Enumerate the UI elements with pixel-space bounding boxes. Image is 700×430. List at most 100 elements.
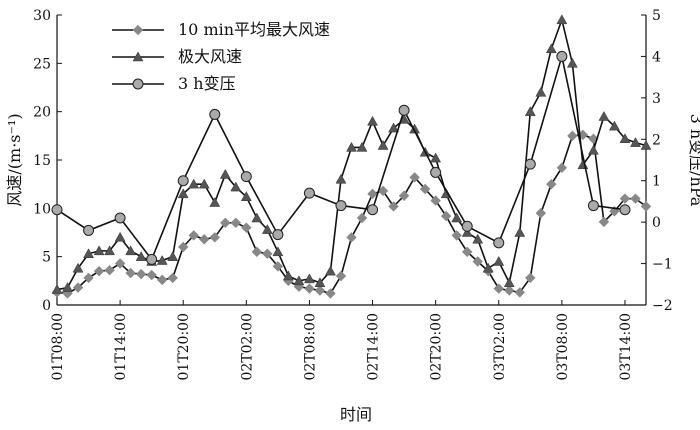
- gust-point: [219, 168, 231, 179]
- gust-point: [461, 226, 473, 237]
- y-right-tick-label: 1: [652, 174, 661, 190]
- gust-point: [503, 277, 515, 288]
- gust-point: [209, 197, 221, 207]
- gust-point: [198, 178, 210, 189]
- mean-wind-point: [241, 222, 252, 233]
- x-tick-label: 02T08:00: [302, 313, 318, 381]
- mean-wind-point: [135, 268, 147, 280]
- legend-marker-2: [132, 78, 144, 90]
- x-tick-label: 02T20:00: [429, 313, 445, 381]
- mean-wind-point: [630, 193, 641, 204]
- gust-point: [188, 178, 200, 189]
- legend-label-gust: 极大风速: [178, 47, 242, 66]
- gust-point: [514, 226, 526, 237]
- legend-label-pressure-change: 3 h变压: [178, 74, 236, 93]
- x-tick-label: 02T02:00: [239, 313, 255, 381]
- mean-wind-point: [356, 212, 368, 224]
- mean-wind-point: [156, 274, 168, 286]
- gust-point: [282, 270, 294, 281]
- mean-wind-point: [346, 232, 357, 243]
- mean-wind-point: [167, 272, 178, 284]
- gust-point: [72, 262, 84, 273]
- pressure-change-point: [335, 200, 347, 212]
- gust-point: [640, 139, 652, 150]
- pressure-change-point: [177, 175, 189, 187]
- gust-point: [630, 137, 641, 147]
- mean-wind-point: [398, 190, 410, 201]
- gust-point: [377, 139, 389, 150]
- gust-point: [556, 14, 568, 25]
- mean-wind-point: [567, 130, 578, 142]
- mean-wind-point: [367, 188, 378, 200]
- mean-wind-point: [440, 210, 452, 222]
- mean-wind-point: [314, 285, 326, 296]
- legend-marker-1: [132, 51, 144, 62]
- mean-wind-point: [493, 283, 504, 294]
- pressure-change-point: [146, 253, 158, 265]
- gust-point: [388, 122, 399, 133]
- pressure-change-point: [240, 171, 252, 183]
- mean-wind-line: [56, 134, 647, 295]
- mean-wind-point: [83, 272, 94, 284]
- series-group: [51, 14, 652, 299]
- mean-wind-point: [72, 282, 84, 293]
- pressure-change-point: [430, 166, 442, 178]
- gust-point: [598, 110, 610, 121]
- mean-wind-point: [230, 217, 242, 229]
- ticks-group: 0 5 10 15 20 25 30 −2 −1 0 1 2 3 4 5 01T08:00 01T14:00 01…: [33, 8, 672, 381]
- y-left-tick-label: 20: [33, 105, 51, 121]
- mean-wind-point: [104, 264, 115, 276]
- mean-wind-point: [220, 217, 231, 229]
- gust-point: [545, 43, 557, 54]
- gust-point: [125, 245, 137, 256]
- y-right-tick-label: −1: [652, 257, 673, 273]
- mean-wind-point: [430, 195, 441, 206]
- gust-point: [482, 262, 494, 273]
- mean-wind-point: [451, 230, 462, 241]
- mean-wind-point: [335, 270, 347, 282]
- pressure-change-point: [303, 187, 315, 199]
- y-left-tick-label: 0: [42, 298, 51, 314]
- gust-point: [619, 133, 631, 143]
- pressure-change-point: [272, 229, 284, 241]
- y-right-tick-label: 3: [652, 91, 661, 107]
- y-axis-right-title: 3 h变压/hPa: [687, 114, 700, 207]
- gust-point: [104, 245, 116, 256]
- gust-point: [62, 282, 73, 292]
- mean-wind-point: [146, 269, 157, 281]
- mean-wind-point: [504, 285, 515, 296]
- pressure-change-point: [398, 104, 410, 116]
- x-tick-label: 03T02:00: [492, 313, 508, 381]
- gust-point: [51, 284, 63, 294]
- gust-point: [293, 275, 305, 286]
- x-tick-label: 01T14:00: [113, 313, 129, 381]
- gust-point: [83, 248, 94, 259]
- gust-point: [524, 106, 536, 116]
- gust-point: [167, 251, 179, 261]
- gust-point: [367, 115, 378, 126]
- mean-wind-point: [272, 261, 284, 272]
- x-tick-label: 03T08:00: [555, 313, 571, 381]
- mean-wind-point: [598, 216, 610, 228]
- gust-point: [325, 265, 336, 276]
- y-right-tick-label: 2: [652, 132, 661, 148]
- gust-point: [430, 152, 442, 163]
- mean-wind-point: [377, 185, 389, 197]
- gust-point: [114, 231, 126, 242]
- gust-point: [240, 191, 252, 201]
- mean-wind-point: [556, 162, 568, 173]
- mean-wind-point: [209, 232, 220, 243]
- y-right-tick-label: 4: [652, 49, 661, 65]
- legend-label-mean-wind: 10 min平均最大风速: [178, 20, 330, 39]
- mean-wind-point: [125, 267, 136, 279]
- gust-point: [356, 141, 368, 152]
- gust-point: [409, 123, 421, 134]
- mean-wind-point: [640, 201, 652, 212]
- mean-wind-point: [535, 207, 547, 219]
- mean-wind-point: [472, 256, 483, 267]
- mean-wind-point: [388, 201, 399, 212]
- pressure-change-point: [367, 204, 379, 216]
- y-axis-left-title: 风速/(m·s⁻¹): [5, 113, 24, 206]
- gust-point: [251, 212, 263, 223]
